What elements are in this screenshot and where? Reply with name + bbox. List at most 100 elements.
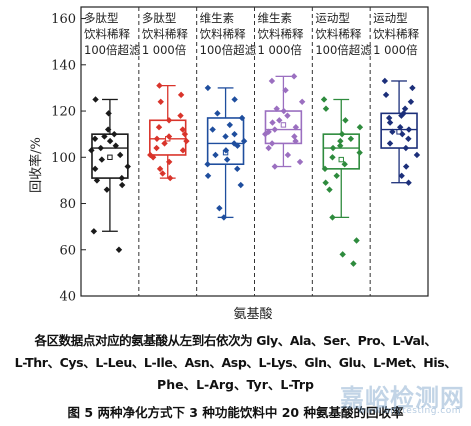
data-point (156, 165, 164, 173)
data-point (91, 135, 99, 142)
data-point (105, 110, 112, 117)
data-point (156, 82, 163, 89)
group-label-line: 饮料稀释 (373, 27, 419, 41)
box-mean (280, 122, 287, 128)
data-point (337, 137, 344, 145)
box-mean (396, 129, 402, 135)
group-label-line: 维生素 (200, 11, 235, 25)
data-point (265, 144, 272, 152)
group-label-line: 运动型 (315, 11, 350, 25)
data-point (88, 147, 95, 154)
data-point (118, 174, 126, 182)
data-point (222, 147, 230, 154)
data-point (124, 163, 131, 170)
data-point (290, 73, 298, 80)
data-point (90, 228, 98, 235)
data-point (262, 130, 269, 138)
data-point (401, 105, 409, 112)
data-point (204, 161, 211, 168)
data-point (153, 144, 160, 152)
data-point (276, 117, 283, 124)
data-point (183, 137, 190, 145)
data-point (402, 163, 410, 170)
data-point (115, 246, 123, 253)
group-label-line: 饮料稀释 (84, 27, 130, 41)
data-point (157, 98, 164, 105)
data-point (356, 149, 363, 156)
y-tick-label: 140 (51, 58, 76, 73)
data-point (271, 163, 279, 170)
data-point (409, 84, 416, 92)
data-point (333, 172, 340, 179)
data-point (382, 91, 390, 99)
data-point (226, 121, 234, 129)
data-point (177, 91, 185, 99)
data-point (337, 142, 344, 149)
data-point (399, 130, 406, 138)
data-point (402, 144, 410, 152)
data-point (326, 186, 333, 193)
data-point (321, 165, 329, 173)
data-point (116, 151, 124, 159)
data-point (155, 124, 163, 131)
data-point (329, 214, 336, 221)
group-label-line: 100倍超滤 (84, 43, 141, 57)
data-point (165, 133, 173, 140)
data-point (347, 135, 355, 142)
group-label-line: 维生素 (258, 11, 293, 25)
data-point (179, 126, 186, 133)
data-point (165, 117, 173, 124)
data-point (223, 156, 231, 163)
data-point (204, 84, 212, 92)
data-point (220, 214, 228, 221)
data-point (222, 133, 229, 140)
data-point (97, 144, 104, 152)
y-tick-label: 60 (59, 243, 76, 258)
data-point (230, 140, 238, 147)
data-point (166, 158, 173, 166)
data-point (353, 237, 360, 244)
data-point (407, 98, 415, 105)
figure-caption: 图 5 两种净化方式下 3 种功能饮料中 20 种氨基酸的回收率 (67, 405, 404, 420)
y-tick-label: 100 (51, 151, 76, 166)
y-tick-label: 120 (51, 105, 76, 120)
group-label-line: 1 000倍 (142, 43, 187, 57)
data-point (98, 156, 106, 163)
group-label-line: 饮料稀释 (142, 27, 188, 41)
data-point (269, 119, 276, 126)
y-tick-label: 40 (59, 290, 76, 305)
data-point (273, 105, 280, 112)
data-point (92, 96, 99, 103)
data-point (112, 142, 119, 149)
data-point (329, 154, 336, 161)
box-iqr (91, 133, 129, 179)
data-point (405, 126, 413, 133)
data-point (153, 135, 161, 142)
data-point (389, 128, 396, 136)
group-label-line: 多肽型 (84, 11, 119, 25)
data-point (231, 130, 238, 138)
box-iqr (206, 117, 245, 166)
data-point (212, 151, 219, 159)
data-point (284, 112, 291, 119)
group-label-line: 100倍超滤 (200, 43, 257, 57)
data-point (298, 98, 306, 105)
data-point (398, 172, 405, 179)
data-point (413, 151, 421, 159)
data-point (161, 140, 168, 147)
caption-note-line-1: 各区数据点对应的氨基酸从左到右依次为 Gly、Ala、Ser、Pro、L-Val… (34, 333, 437, 348)
group-label-line: 多肽型 (142, 11, 177, 25)
data-point (111, 130, 118, 138)
y-tick-label: 160 (51, 12, 76, 27)
data-point (322, 105, 330, 112)
data-point (350, 260, 357, 267)
data-point (292, 137, 299, 145)
box-mean (107, 154, 113, 160)
data-point (381, 77, 389, 85)
data-point (292, 124, 300, 131)
